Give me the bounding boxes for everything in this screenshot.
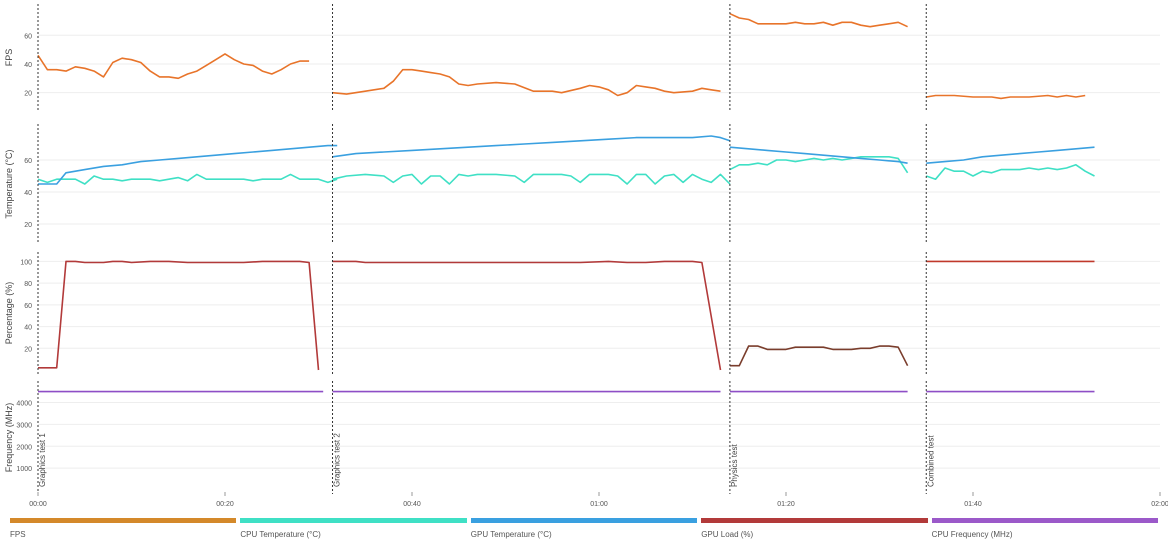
x-tick-label: 01:20	[777, 501, 795, 508]
series-line	[729, 12, 908, 28]
series-line	[926, 164, 1095, 180]
test-marker-label: Physics test	[730, 444, 739, 487]
y-tick-label: 20	[24, 346, 32, 353]
test-marker-label: Combined test	[926, 435, 935, 487]
test-marker-label: Graphics test 2	[333, 433, 342, 487]
series-line	[729, 146, 908, 164]
y-tick-label: 60	[24, 303, 32, 310]
y-tick-label: 20	[24, 222, 32, 229]
y-tick-label: 60	[24, 158, 32, 165]
legend-label: CPU Frequency (MHz)	[931, 530, 1013, 539]
legend-label: CPU Temperature (°C)	[240, 530, 321, 539]
series-line	[729, 156, 909, 174]
series-line	[729, 345, 909, 367]
y-tick-label: 80	[24, 281, 32, 288]
x-tick-label: 01:40	[964, 501, 982, 508]
y-tick-label: 2000	[16, 444, 32, 451]
series-line	[332, 68, 721, 97]
y-tick-label: 40	[24, 325, 32, 332]
series-line	[332, 135, 731, 158]
x-tick-label: 00:00	[29, 501, 47, 508]
series-line	[926, 94, 1086, 100]
legend-label: GPU Load (%)	[701, 530, 754, 539]
y-tick-label: 20	[24, 91, 32, 98]
y-tick-label: 1000	[16, 466, 32, 473]
y-tick-label: 3000	[16, 422, 32, 429]
legend-swatch	[10, 518, 237, 523]
y-tick-label: 40	[24, 62, 32, 69]
series-line	[332, 173, 731, 185]
y-axis-label: Frequency (MHz)	[4, 403, 14, 473]
series-line	[38, 144, 338, 185]
legend-item[interactable]: CPU Frequency (MHz)	[931, 518, 1158, 544]
y-tick-label: 4000	[16, 401, 32, 408]
legend-item[interactable]: GPU Temperature (°C)	[470, 518, 698, 544]
legend-label: GPU Temperature (°C)	[470, 530, 552, 539]
legend-item[interactable]: CPU Temperature (°C)	[240, 518, 467, 544]
y-axis-label: Percentage (%)	[4, 282, 14, 345]
legend-swatch	[701, 518, 928, 523]
x-tick-label: 02:00	[1151, 501, 1168, 508]
series-line	[37, 53, 310, 80]
x-tick-label: 01:00	[590, 501, 608, 508]
legend-label: FPS	[10, 530, 26, 539]
series-line	[37, 173, 338, 185]
legend-swatch	[470, 518, 698, 523]
x-tick-label: 00:20	[216, 501, 234, 508]
y-tick-label: 60	[24, 33, 32, 40]
test-marker-label: Graphics test 1	[38, 433, 47, 487]
y-tick-label: 40	[24, 190, 32, 197]
series-line	[332, 260, 722, 371]
series-line	[38, 260, 320, 371]
y-axis-label: Temperature (°C)	[4, 149, 14, 218]
series-line	[926, 146, 1095, 164]
legend-swatch	[931, 518, 1158, 523]
x-tick-label: 00:40	[403, 501, 421, 508]
legend-swatch	[240, 518, 467, 523]
y-axis-label: FPS	[4, 49, 14, 67]
legend-item[interactable]: GPU Load (%)	[701, 518, 928, 544]
y-tick-label: 100	[20, 259, 32, 266]
legend-item[interactable]: FPS	[10, 518, 237, 544]
